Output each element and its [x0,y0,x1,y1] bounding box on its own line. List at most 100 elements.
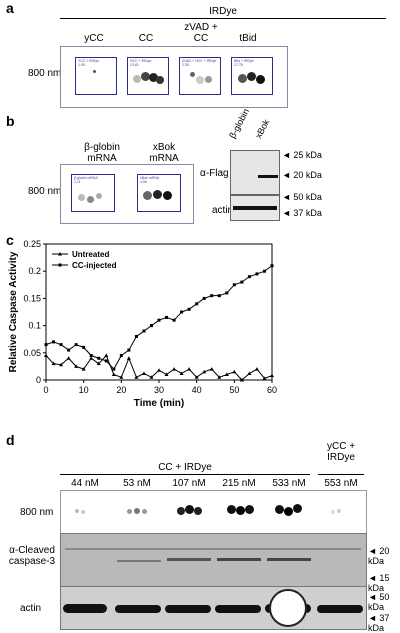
data-point-1 [255,272,259,276]
oocyte-spot [75,509,79,513]
panel-a-header-line [60,18,386,19]
data-point-1 [172,318,176,322]
caspase-band [267,558,311,561]
caspase-band [117,560,161,562]
panel-d-caspase-marker-15: ◄ 15 kDa [368,573,390,593]
data-point-1 [270,264,274,268]
lane-533: 533 nM [272,478,306,489]
actin-band [215,605,261,613]
blot-lane-bglobin: β-globin [227,106,252,140]
oocyte-spot [275,505,284,514]
legend-label-0: Untreated [72,250,109,259]
data-point-0 [239,378,244,382]
thumb-ycc: YCC + IRDye 1.05 [75,57,117,95]
oocyte-spot [93,70,96,73]
data-point-1 [232,283,236,287]
oocyte-spot [78,194,85,201]
panel-b-frame: β-globin mRNA 1.11 xBok mRNA 4.96 [60,164,194,224]
oocyte-spot [236,506,245,515]
oocyte-spot [156,76,164,84]
panel-d-row-actin: actin [20,603,42,614]
oocyte-spot [133,75,141,83]
data-point-0 [172,367,177,371]
thumb-zvad: ZVAD + HCC + IRDye 2.35 [179,57,221,95]
panel-d-800-strip [60,490,367,534]
data-point-1 [210,294,214,298]
legend-marker-0 [58,252,62,256]
y-tick-label: 0 [36,375,41,385]
data-point-0 [149,375,154,379]
legend-marker-1 [58,263,62,267]
y-tick-label: 0.25 [23,239,41,249]
data-point-0 [141,371,146,375]
data-point-0 [96,361,101,366]
x-tick-label: 10 [79,385,89,395]
oocyte-spot [205,76,212,83]
data-point-0 [254,367,259,371]
data-point-0 [59,362,64,367]
data-point-0 [104,353,109,358]
data-point-0 [111,372,116,377]
data-point-1 [97,356,101,360]
oocyte-spot [96,193,102,199]
oocyte-spot [284,507,293,516]
oocyte-spot [190,72,195,77]
data-point-0 [232,369,237,374]
blot-b-actin-marker-37: ◄ 37 kDa [282,208,322,218]
data-point-0 [119,375,124,379]
thumb-xbok: xBok mRNA 4.96 [137,174,181,212]
panel-d-actin-marker-37: ◄ 37 kDa [368,613,390,633]
thumb-tbid-caption: tBid + IRDye 17.78 [234,59,254,67]
data-point-1 [134,334,138,338]
oocyte-spot [337,509,341,513]
lane-44: 44 nM [71,478,99,489]
data-point-0 [66,356,71,360]
x-tick-label: 0 [43,385,48,395]
panel-d-actin-marker-50: ◄ 50 kDa [368,592,390,612]
data-point-0 [157,368,161,372]
caspase-band [167,558,211,561]
caspase-activity-chart: 0 0.05 0.1 0.15 0.2 0.25 0 10 20 30 40 50 60 Time (mi… [8,239,277,409]
panel-a-channel: 800 nm [28,68,62,79]
thumb-zvad-caption: ZVAD + HCC + IRDye 2.35 [182,59,217,67]
data-point-1 [149,324,153,328]
data-point-0 [202,369,207,374]
thumb-bglobin-caption: β-globin mRNA 1.11 [74,176,98,184]
data-point-0 [217,375,222,379]
panel-d-label: d [6,432,15,448]
oocyte-spot [141,72,150,81]
lane-107: 107 nM [172,478,206,489]
x-axis-label: Time (min) [134,398,184,409]
x-tick-label: 20 [116,385,126,395]
thumb-cc-caption: HCC + IRDye 13.61 [130,59,152,67]
panel-a-label: a [6,0,14,16]
oocyte-spot [127,509,132,514]
data-point-0 [51,361,56,366]
data-point-1 [52,340,56,344]
lane-553: 553 nM [324,478,358,489]
caspase-band [217,558,261,561]
oocyte-spot [245,505,254,514]
data-point-0 [224,372,229,377]
panel-d-row-800: 800 nm [20,507,54,518]
data-point-1 [262,269,266,273]
panel-b-label: b [6,113,15,129]
oocyte-spot [227,505,236,514]
data-point-1 [89,354,93,358]
data-point-0 [126,356,131,360]
oocyte-spot [153,190,162,199]
oocyte-spot [194,507,202,515]
oocyte-spot [185,505,194,514]
data-point-1 [74,343,78,347]
oocyte-spot [149,73,158,82]
oocyte-spot [196,76,204,84]
data-point-1 [180,310,184,314]
data-point-1 [217,294,221,298]
oocyte-spot [331,510,335,514]
oocyte-spot [256,75,265,84]
y-tick-label: 0.1 [28,321,41,331]
flag-band [258,175,278,178]
data-point-1 [44,343,48,347]
actin-band [317,605,363,613]
oocyte-spot [142,509,147,514]
